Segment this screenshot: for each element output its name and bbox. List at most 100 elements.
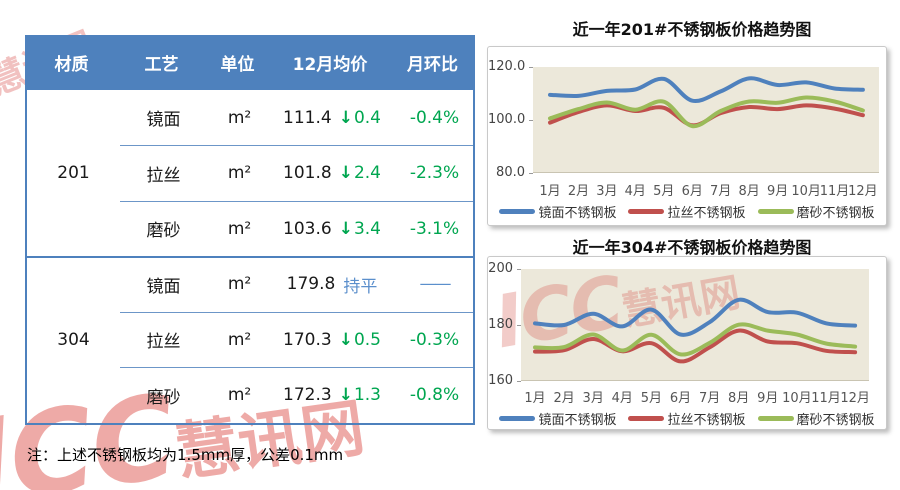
unit-cell: m²: [227, 385, 252, 406]
y-axis-tick: [529, 120, 533, 121]
down-arrow-icon: ↓: [338, 107, 353, 128]
price-change: ↓ 0.5: [339, 330, 381, 350]
chart-legend: 镜面不锈钢板 拉丝不锈钢板 磨砂不锈钢板: [488, 202, 886, 221]
down-arrow-icon: ↓: [338, 385, 353, 406]
table-note: 注：上述不锈钢板均为1.5mm厚，公差0.1mm: [27, 446, 344, 464]
x-axis-tick-label: 4月: [611, 391, 633, 406]
price-value: 179.8: [286, 274, 336, 295]
price-change: 持平: [342, 272, 377, 297]
table-header-row: 材质 工艺 单位 12月均价 月环比: [25, 35, 475, 90]
mom-cell: -2.3%: [409, 163, 460, 184]
mom-cell: -0.4%: [409, 107, 460, 128]
group-divider: [25, 255, 475, 258]
price-cell: 179.8 持平: [272, 272, 392, 297]
price-table: 材质 工艺 单位 12月均价 月环比 201 304 镜面 m² 111.4 ↓…: [25, 35, 475, 425]
price-value: 172.3: [283, 385, 332, 406]
legend-item: 镜面不锈钢板: [499, 409, 616, 428]
x-axis-tick-label: 8月: [738, 184, 760, 199]
y-axis-tick: [517, 381, 521, 382]
process-cell: 镜面: [146, 110, 181, 131]
price-change: ↓ 2.4: [339, 163, 381, 183]
unit-cell: m²: [227, 107, 252, 128]
process-cell: 拉丝: [146, 165, 181, 186]
x-axis-tick-label: 1月: [524, 391, 546, 406]
header-process: 工艺: [144, 55, 179, 75]
process-cell: 拉丝: [146, 332, 181, 353]
y-axis-tick-label: 180: [488, 317, 513, 332]
process-cell: 磨砂: [146, 387, 181, 408]
table-row: 镜面 m² 111.4 ↓ 0.4 -0.4%: [27, 90, 473, 146]
legend-item: 拉丝不锈钢板: [628, 202, 746, 221]
process-cell: 镜面: [146, 276, 181, 297]
price-value: 101.8: [283, 163, 332, 184]
x-axis-tick-label: 7月: [698, 391, 721, 406]
legend-item: 拉丝不锈钢板: [628, 409, 746, 428]
unit-cell: m²: [227, 329, 252, 350]
x-axis-tick-label: 3月: [596, 184, 618, 199]
x-axis-tick-label: 6月: [669, 391, 692, 406]
price-value: 111.4: [283, 107, 332, 128]
x-axis-tick-label: 12月: [840, 391, 870, 406]
legend-label: 镜面不锈钢板: [538, 206, 617, 221]
price-cell: 101.8 ↓ 2.4: [272, 163, 392, 183]
price-cell: 103.6 ↓ 3.4: [272, 219, 392, 239]
table-row: 拉丝 m² 170.3 ↓ 0.5 -0.3%: [27, 312, 473, 368]
unit-cell: m²: [227, 274, 252, 295]
change-value: 0.5: [353, 329, 381, 350]
price-value: 170.3: [283, 329, 332, 350]
legend-line-swatch: [757, 416, 794, 421]
x-axis-tick-label: 10月: [791, 184, 821, 199]
chart-legend: 镜面不锈钢板 拉丝不锈钢板 磨砂不锈钢板: [488, 409, 886, 428]
y-axis-tick-label: 160: [488, 373, 513, 388]
mom-cell: -0.8%: [409, 385, 460, 406]
mom-cell: -0.3%: [409, 329, 460, 350]
series-line: [548, 76, 865, 104]
x-axis-tick-label: 2月: [553, 391, 575, 406]
legend-line-swatch: [628, 209, 665, 214]
x-axis-tick-label: 6月: [681, 184, 703, 199]
chart-lines: [533, 297, 858, 364]
legend-item: 磨砂不锈钢板: [757, 202, 875, 221]
x-axis-tick-label: 3月: [582, 391, 604, 406]
price-cell: 170.3 ↓ 0.5: [272, 330, 392, 350]
table-body: 201 304 镜面 m² 111.4 ↓ 0.4 -0.4% 拉丝 m² 101…: [25, 90, 475, 425]
legend-label: 拉丝不锈钢板: [667, 413, 746, 428]
y-axis-tick: [517, 325, 521, 326]
x-axis-tick-label: 12月: [848, 184, 878, 199]
change-value: 持平: [343, 276, 378, 297]
change-value: 1.3: [353, 385, 381, 406]
table-row: 磨砂 m² 172.3 ↓ 1.3 -0.8%: [27, 368, 473, 424]
series-line: [533, 297, 858, 337]
x-axis-tick-label: 9月: [766, 184, 789, 199]
down-arrow-icon: ↓: [338, 163, 353, 184]
legend-item: 镜面不锈钢板: [499, 202, 616, 221]
row-divider: [120, 145, 473, 147]
chart2-title: 近一年304#不锈钢板价格趋势图: [572, 238, 812, 257]
x-axis-tick-label: 5月: [653, 184, 675, 199]
change-value: 3.4: [353, 218, 381, 239]
header-unit: 单位: [220, 55, 255, 75]
y-axis-tick-label: 100.0: [488, 112, 526, 127]
legend-line-swatch: [499, 209, 536, 214]
price-change: ↓ 1.3: [339, 385, 381, 405]
legend-label: 磨砂不锈钢板: [796, 413, 875, 428]
x-axis-tick-label: 1月: [539, 184, 561, 199]
series-line: [548, 95, 865, 129]
header-dec-avg-price: 12月均价: [292, 55, 368, 75]
x-axis-tick-label: 11月: [811, 391, 841, 406]
change-value: 2.4: [353, 163, 381, 184]
plot-area: [521, 269, 869, 381]
price-value: 103.6: [283, 218, 332, 239]
header-material: 材质: [54, 55, 89, 75]
legend-line-swatch: [757, 209, 794, 214]
price-cell: 172.3 ↓ 1.3: [272, 385, 392, 405]
x-axis-tick-label: 10月: [782, 391, 812, 406]
y-axis-tick-label: 200: [488, 261, 513, 276]
x-axis-tick-label: 9月: [757, 391, 779, 406]
legend-label: 拉丝不锈钢板: [667, 206, 746, 221]
chart1-201-trend: 120.0 100.0 80.0 1月 2月 3月 4月 5月 6月 7月 8月 9月 10月 11月 12…: [487, 46, 887, 226]
legend-item: 磨砂不锈钢板: [757, 409, 875, 428]
y-axis-tick-label: 80.0: [496, 165, 525, 180]
legend-line-swatch: [628, 416, 665, 421]
